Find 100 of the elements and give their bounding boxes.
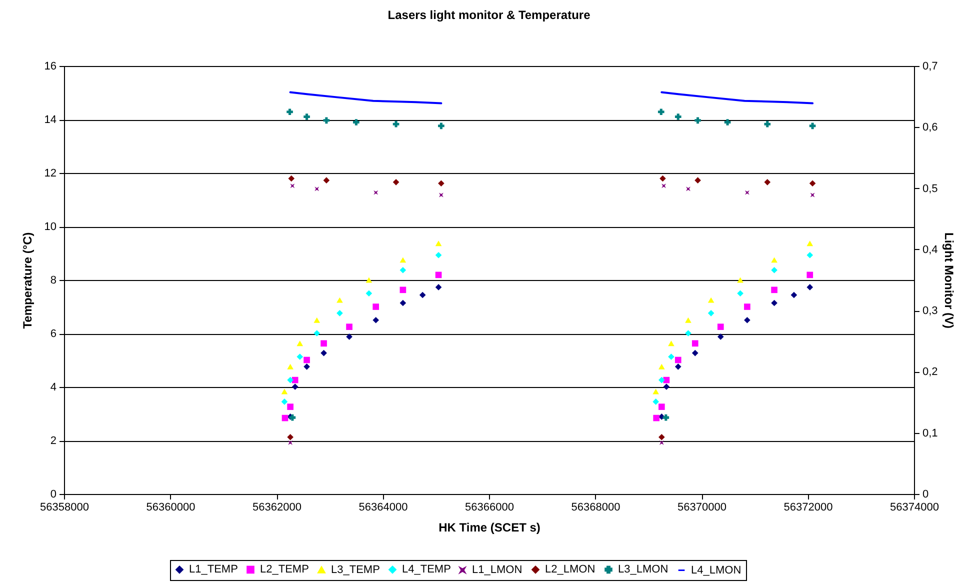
y-tick-label: 2 <box>50 435 56 447</box>
point <box>282 414 288 422</box>
point <box>314 330 320 336</box>
point <box>392 179 400 186</box>
point <box>292 384 298 390</box>
point <box>346 334 352 340</box>
y-tick-label: 14 <box>44 114 56 126</box>
point <box>290 184 295 188</box>
point <box>806 252 814 258</box>
point <box>694 177 701 184</box>
point <box>366 277 372 283</box>
point <box>685 317 692 323</box>
point <box>435 240 442 246</box>
point <box>320 350 327 356</box>
point <box>668 340 674 346</box>
x-tick-label: 56370000 <box>678 502 726 514</box>
point <box>686 186 690 192</box>
y2-tick-label: 0,1 <box>922 427 938 440</box>
point <box>674 364 682 370</box>
y2-axis-title: Light Monitor (V) <box>942 232 955 328</box>
point <box>288 175 295 182</box>
point <box>744 190 750 195</box>
point <box>658 434 665 440</box>
legend-label: L1_LMON <box>472 564 522 576</box>
point <box>692 340 698 347</box>
point <box>323 177 330 184</box>
point <box>809 180 816 187</box>
point <box>674 114 682 120</box>
point <box>287 434 294 440</box>
point <box>366 290 372 297</box>
point <box>810 192 815 198</box>
legend-label: L4_TEMP <box>402 564 451 576</box>
x-tick-label: 56358000 <box>40 502 89 514</box>
point <box>652 398 659 405</box>
point <box>400 286 406 294</box>
point <box>320 340 327 347</box>
point <box>764 120 771 128</box>
point <box>806 272 814 278</box>
point <box>419 292 426 298</box>
x-tick-label: 56368000 <box>571 502 620 514</box>
point <box>438 192 444 198</box>
y-tick-label: 4 <box>50 382 56 394</box>
legend-label: L1_TEMP <box>189 564 238 576</box>
point <box>708 310 714 316</box>
point <box>336 310 343 316</box>
y-tick-label: 0 <box>50 488 56 500</box>
point <box>287 404 294 410</box>
point <box>438 180 444 187</box>
point <box>653 414 660 422</box>
point <box>296 340 304 346</box>
y-tick-label: 6 <box>50 328 56 340</box>
y2-tick-label: 0,5 <box>922 182 938 195</box>
point <box>392 120 400 128</box>
point <box>717 324 724 330</box>
y2-tick-label: 0,2 <box>922 366 938 378</box>
point <box>287 376 294 384</box>
x-axis-title: HK Time (SCET s) <box>438 520 540 534</box>
legend-label: L2_TEMP <box>260 564 309 576</box>
y-tick-label: 10 <box>44 221 56 233</box>
point <box>660 175 666 182</box>
point <box>304 114 310 120</box>
point <box>806 284 814 290</box>
point <box>771 300 778 306</box>
point <box>287 364 294 370</box>
point <box>685 330 692 336</box>
x-tick-label: 56372000 <box>784 502 833 514</box>
point <box>281 398 288 405</box>
point <box>809 122 816 130</box>
point <box>372 304 380 310</box>
point <box>771 266 778 274</box>
y2-tick-label: 0 <box>922 488 929 500</box>
point <box>400 300 406 306</box>
point <box>289 414 296 421</box>
point <box>292 376 298 384</box>
point <box>323 117 330 124</box>
y-axis-title: Temperature (°C) <box>20 232 34 329</box>
point <box>400 266 406 274</box>
point <box>662 414 670 421</box>
point <box>288 440 293 445</box>
point <box>806 240 814 246</box>
point <box>737 277 744 283</box>
point <box>674 356 682 364</box>
x-tick-label: 56366000 <box>465 502 514 514</box>
point <box>435 284 442 290</box>
point <box>663 384 670 390</box>
y-tick-label: 16 <box>44 60 56 72</box>
point <box>336 297 343 303</box>
legend-label: L4_LMON <box>691 564 742 576</box>
point <box>744 316 750 324</box>
point <box>296 354 304 360</box>
point <box>658 364 665 370</box>
legend-label: L2_LMON <box>545 564 596 576</box>
point <box>652 388 659 394</box>
legend-label: L3_TEMP <box>331 564 380 576</box>
point <box>435 272 442 278</box>
point <box>372 316 380 324</box>
point <box>790 292 798 298</box>
point <box>668 354 674 360</box>
point <box>286 108 293 116</box>
point <box>659 440 664 445</box>
